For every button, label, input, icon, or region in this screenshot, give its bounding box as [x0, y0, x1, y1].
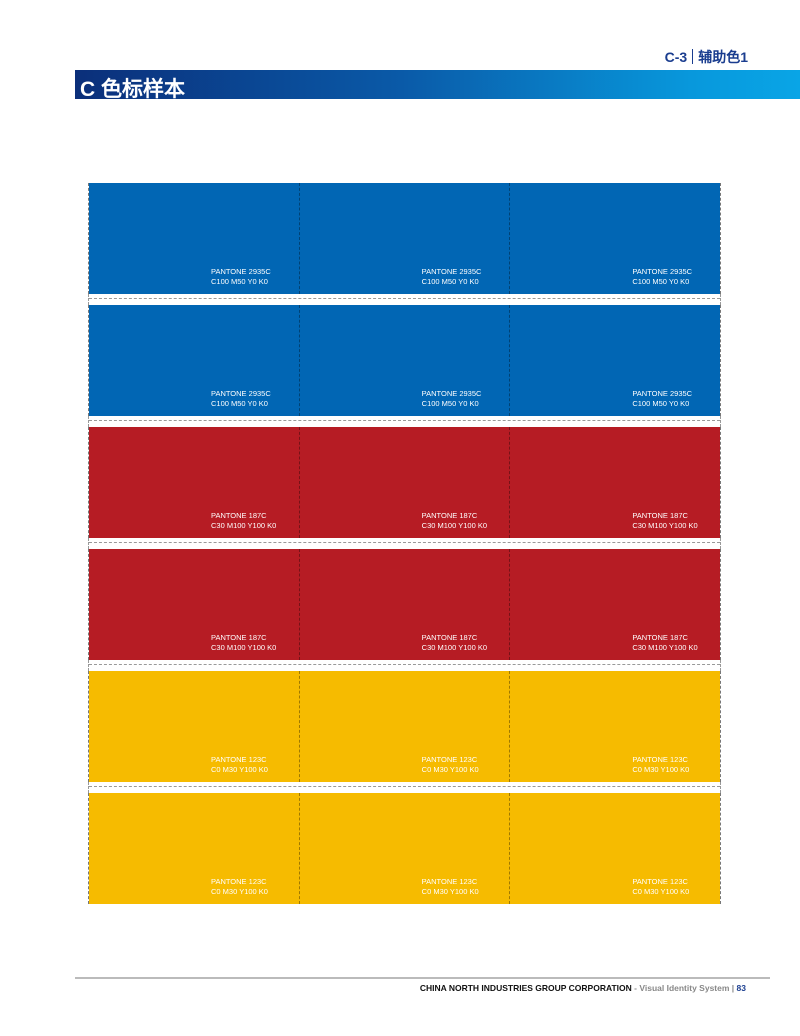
cmyk-value: C30 M100 Y100 K0 [421, 643, 487, 652]
color-swatch: PANTONE 123C C0 M30 Y100 K0 [510, 793, 721, 904]
swatch-row: PANTONE 187C C30 M100 Y100 K0 PANTONE 187C… [88, 427, 721, 538]
pantone-code: PANTONE 2935C [421, 389, 482, 398]
color-swatch: PANTONE 2935C C100 M50 Y0 K0 [89, 305, 300, 416]
footer-corporation: CHINA NORTH INDUSTRIES GROUP CORPORATION [419, 983, 632, 993]
color-swatch: PANTONE 187C C30 M100 Y100 K0 [299, 549, 511, 660]
cut-line [88, 294, 721, 305]
swatch-label: PANTONE 2935C C100 M50 Y0 K0 [422, 389, 482, 409]
pantone-code: PANTONE 187C [421, 633, 478, 642]
swatch-label: PANTONE 123C C0 M30 Y100 K0 [632, 755, 689, 775]
pantone-code: PANTONE 187C [632, 633, 688, 642]
cmyk-value: C0 M30 Y100 K0 [211, 765, 268, 774]
pantone-code: PANTONE 2935C [632, 267, 693, 276]
section-number: C-3 [664, 49, 688, 65]
pantone-code: PANTONE 187C [211, 511, 267, 520]
swatch-label: PANTONE 2935C C100 M50 Y0 K0 [632, 267, 692, 287]
color-swatch: PANTONE 2935C C100 M50 Y0 K0 [89, 183, 300, 294]
pantone-code: PANTONE 123C [421, 877, 478, 886]
pantone-code: PANTONE 123C [421, 755, 478, 764]
swatch-label: PANTONE 187C C30 M100 Y100 K0 [211, 633, 276, 653]
color-swatch: PANTONE 187C C30 M100 Y100 K0 [299, 427, 511, 538]
cut-line [88, 782, 721, 793]
cmyk-value: C30 M100 Y100 K0 [211, 643, 277, 652]
swatch-row: PANTONE 2935C C100 M50 Y0 K0 PANTONE 2935C… [88, 305, 721, 416]
pantone-code: PANTONE 187C [421, 511, 478, 520]
pantone-code: PANTONE 123C [211, 877, 267, 886]
swatch-label: PANTONE 2935C C100 M50 Y0 K0 [211, 389, 271, 409]
color-swatch: PANTONE 123C C0 M30 Y100 K0 [89, 793, 300, 904]
color-swatch: PANTONE 187C C30 M100 Y100 K0 [89, 549, 300, 660]
divider [692, 49, 694, 64]
swatch-label: PANTONE 2935C C100 M50 Y0 K0 [632, 389, 692, 409]
swatch-label: PANTONE 187C C30 M100 Y100 K0 [211, 511, 276, 531]
cut-line [88, 660, 721, 671]
swatch-row: PANTONE 123C C0 M30 Y100 K0 PANTONE 123C C0… [88, 793, 721, 904]
cmyk-value: C100 M50 Y0 K0 [211, 277, 268, 286]
cmyk-value: C100 M50 Y0 K0 [632, 399, 690, 408]
swatch-row: PANTONE 2935C C100 M50 Y0 K0 PANTONE 2935C… [88, 183, 721, 294]
swatch-label: PANTONE 123C C0 M30 Y100 K0 [422, 877, 479, 897]
cmyk-value: C0 M30 Y100 K0 [211, 887, 268, 896]
cut-line [88, 416, 721, 427]
color-swatch: PANTONE 2935C C100 M50 Y0 K0 [510, 183, 721, 294]
pantone-code: PANTONE 123C [632, 755, 688, 764]
cmyk-value: C100 M50 Y0 K0 [421, 399, 479, 408]
pantone-code: PANTONE 2935C [211, 389, 271, 398]
footer-separator: | [729, 983, 737, 993]
section-name: 辅助色1 [698, 49, 748, 65]
footer: CHINA NORTH INDUSTRIES GROUP CORPORATION… [420, 983, 746, 993]
color-swatch: PANTONE 123C C0 M30 Y100 K0 [510, 671, 721, 782]
color-swatch: PANTONE 187C C30 M100 Y100 K0 [510, 549, 721, 660]
swatch-label: PANTONE 123C C0 M30 Y100 K0 [211, 755, 268, 775]
swatch-label: PANTONE 2935C C100 M50 Y0 K0 [211, 267, 271, 287]
swatch-label: PANTONE 123C C0 M30 Y100 K0 [211, 877, 268, 897]
swatch-label: PANTONE 123C C0 M30 Y100 K0 [632, 877, 689, 897]
cmyk-value: C30 M100 Y100 K0 [211, 521, 277, 530]
cmyk-value: C100 M50 Y0 K0 [632, 277, 690, 286]
pantone-code: PANTONE 187C [211, 633, 267, 642]
footer-divider [75, 977, 770, 979]
section-code: C-3 辅助色1 [665, 47, 748, 67]
pantone-code: PANTONE 123C [632, 877, 688, 886]
pantone-code: PANTONE 2935C [211, 267, 271, 276]
cmyk-value: C30 M100 Y100 K0 [632, 521, 698, 530]
title-bar: C 色标样本 [75, 70, 800, 101]
cmyk-value: C0 M30 Y100 K0 [421, 765, 479, 774]
cmyk-value: C0 M30 Y100 K0 [632, 887, 690, 896]
cmyk-value: C0 M30 Y100 K0 [632, 765, 690, 774]
pantone-code: PANTONE 2935C [632, 389, 693, 398]
pantone-code: PANTONE 187C [632, 511, 688, 520]
color-swatch: PANTONE 187C C30 M100 Y100 K0 [510, 427, 721, 538]
swatch-row: PANTONE 123C C0 M30 Y100 K0 PANTONE 123C C0… [88, 671, 721, 782]
swatch-label: PANTONE 187C C30 M100 Y100 K0 [632, 633, 697, 653]
swatch-label: PANTONE 123C C0 M30 Y100 K0 [422, 755, 479, 775]
color-swatch: PANTONE 2935C C100 M50 Y0 K0 [299, 305, 511, 416]
cmyk-value: C100 M50 Y0 K0 [421, 277, 479, 286]
footer-subtitle: - Visual Identity System [631, 983, 730, 993]
color-swatch: PANTONE 123C C0 M30 Y100 K0 [89, 671, 300, 782]
color-swatch: PANTONE 2935C C100 M50 Y0 K0 [299, 183, 511, 294]
cmyk-value: C100 M50 Y0 K0 [211, 399, 268, 408]
swatch-row: PANTONE 187C C30 M100 Y100 K0 PANTONE 187C… [88, 549, 721, 660]
cmyk-value: C0 M30 Y100 K0 [421, 887, 479, 896]
swatch-label: PANTONE 187C C30 M100 Y100 K0 [422, 633, 487, 653]
color-swatch: PANTONE 123C C0 M30 Y100 K0 [299, 671, 511, 782]
swatch-label: PANTONE 2935C C100 M50 Y0 K0 [422, 267, 482, 287]
cmyk-value: C30 M100 Y100 K0 [421, 521, 487, 530]
page-title: C 色标样本 [80, 78, 185, 101]
color-swatch: PANTONE 187C C30 M100 Y100 K0 [89, 427, 300, 538]
pantone-code: PANTONE 2935C [421, 267, 482, 276]
swatch-label: PANTONE 187C C30 M100 Y100 K0 [632, 511, 697, 531]
swatch-label: PANTONE 187C C30 M100 Y100 K0 [422, 511, 487, 531]
pantone-code: PANTONE 123C [211, 755, 267, 764]
cut-line [88, 538, 721, 549]
color-swatch: PANTONE 2935C C100 M50 Y0 K0 [510, 305, 721, 416]
color-swatch: PANTONE 123C C0 M30 Y100 K0 [299, 793, 511, 904]
cmyk-value: C30 M100 Y100 K0 [632, 643, 698, 652]
swatch-grid: PANTONE 2935C C100 M50 Y0 K0 PANTONE 2935C… [88, 183, 721, 904]
page-number: 83 [736, 983, 746, 993]
